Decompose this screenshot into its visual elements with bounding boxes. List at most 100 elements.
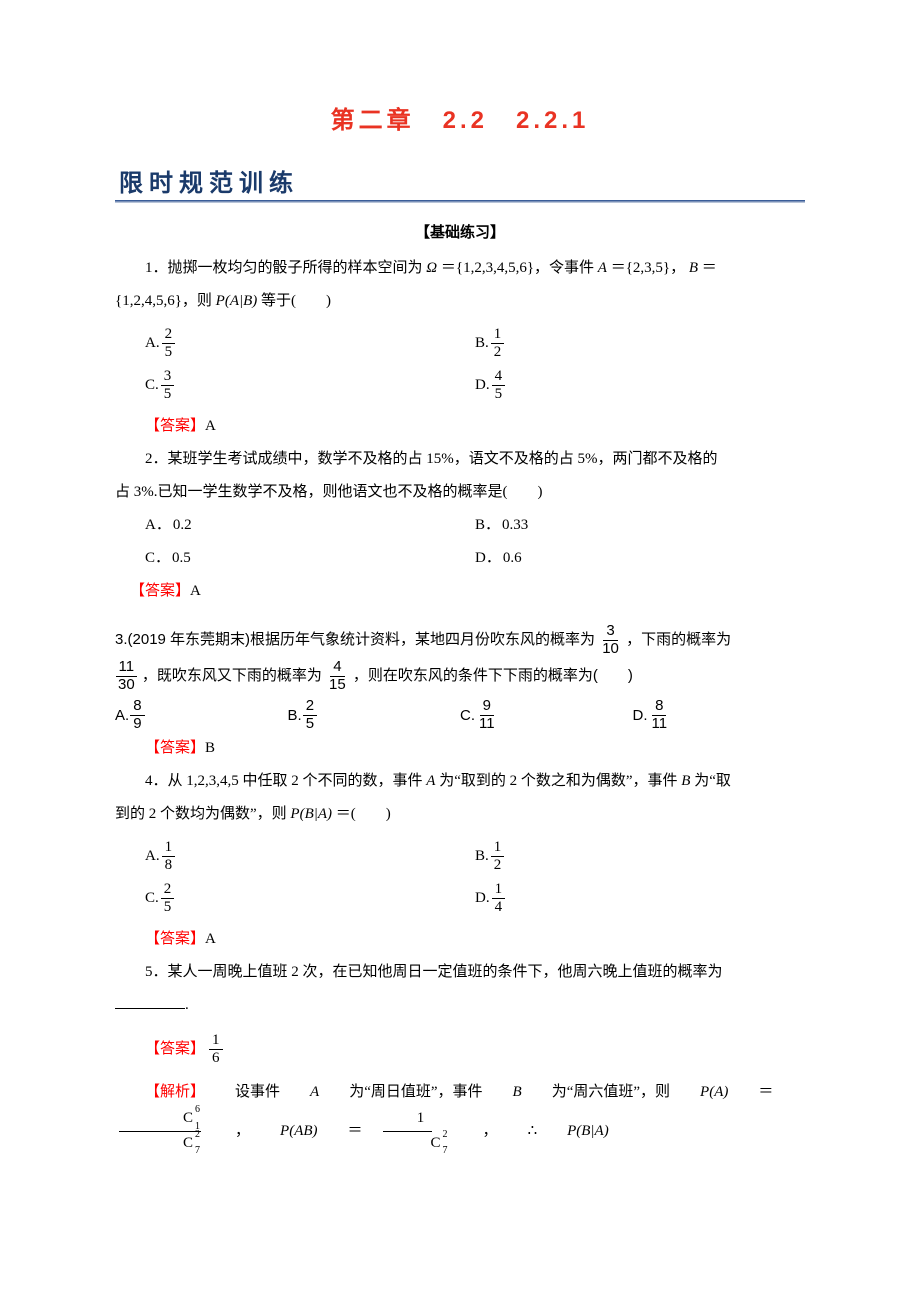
denominator: 9 — [130, 716, 144, 733]
q2-options-row2: C． 0.5 D． 0.6 — [145, 542, 805, 575]
q1-PAB: P(A|B) — [216, 293, 258, 309]
denominator: 6 — [209, 1050, 223, 1067]
fraction: 1 8 — [162, 839, 176, 873]
q1-option-A: A. 2 5 — [145, 326, 475, 360]
q4-l1c: 为“取 — [694, 773, 731, 789]
option-label: B. — [475, 327, 489, 360]
q4-options-row2: C. 2 5 D. 1 4 — [145, 881, 805, 915]
numerator: 1 — [492, 881, 506, 899]
denominator: C 2 7 — [367, 1132, 449, 1154]
q3-l1b: ，下雨的概率为 — [626, 631, 731, 648]
q4-PBA: P(B|A) — [290, 806, 332, 822]
fraction: 9 11 — [476, 698, 498, 732]
answer-tag: 【答案】 — [145, 418, 205, 434]
option-label: D. — [475, 369, 490, 402]
fraction: 2 5 — [162, 326, 176, 360]
q2-option-D: D． 0.6 — [475, 542, 805, 575]
q5-sol-c: 为“周六值班”，则 — [522, 1076, 670, 1109]
q4-stem-line1: 4．从 1,2,3,4,5 中任取 2 个不同的数，事件 A 为“取到的 2 个… — [115, 765, 805, 798]
q3-options: A. 8 9 B. 2 5 C. 9 11 — [115, 698, 805, 732]
q1-stem-line2: {1,2,4,5,6}，则 P(A|B) 等于( ) — [115, 285, 805, 318]
option-label: C． — [145, 542, 170, 575]
q5-A: A — [280, 1076, 319, 1109]
q4-option-C: C. 2 5 — [145, 881, 475, 915]
option-label: A. — [145, 840, 160, 873]
fraction: 1 2 — [491, 839, 505, 873]
q4-option-D: D. 1 4 — [475, 881, 805, 915]
fraction: 2 5 — [303, 698, 317, 732]
q3-line1: 3.(2019 年东莞期末)根据历年气象统计资料，某地四月份吹东风的概率为 3 … — [115, 622, 805, 658]
option-value: 0.5 — [172, 542, 191, 575]
q5-suffix: . — [185, 997, 189, 1013]
q2-stem-line2: 占 3%.已知一学生数学不及格，则他语文也不及格的概率是( ) — [115, 476, 805, 509]
q4-l2a: 到的 2 个数均为偶数”，则 — [115, 806, 287, 822]
q1-omega: Ω — [426, 260, 437, 276]
q5-PAB: P(AB) — [250, 1115, 317, 1148]
q3-l1a: 3.(2019 年东莞期末)根据历年气象统计资料，某地四月份吹东风的概率为 — [115, 631, 595, 648]
denominator: 15 — [326, 677, 349, 694]
q1-options-row2: C. 3 5 D. 4 5 — [145, 368, 805, 402]
q2-options-row1: A． 0.2 B． 0.33 — [145, 509, 805, 542]
q1-options-row1: A. 2 5 B. 1 2 — [145, 326, 805, 360]
q2-answer: 【答案】A — [130, 575, 805, 608]
answer-val: A — [190, 583, 201, 599]
fraction: 4 15 — [326, 659, 349, 693]
denominator: 5 — [492, 386, 506, 403]
q1-eq1: ＝{1,2,3,4,5,6}，令事件 — [441, 260, 594, 276]
comb-sub: 7 — [165, 1144, 200, 1157]
option-label: D. — [633, 707, 648, 724]
q3-option-B: B. 2 5 — [288, 698, 461, 732]
section-banner-text: 限时规范训练 — [115, 163, 805, 198]
option-value: 0.2 — [173, 509, 192, 542]
question-3: 3.(2019 年东莞期末)根据历年气象统计资料，某地四月份吹东风的概率为 3 … — [115, 622, 805, 765]
answer-val: A — [205, 418, 216, 434]
denominator: 2 — [491, 344, 505, 361]
q4-l1b: 为“取到的 2 个数之和为偶数”，事件 — [439, 773, 677, 789]
numerator: 1 — [491, 326, 505, 344]
q5-stem-line2: . — [115, 989, 805, 1022]
numerator: 3 — [603, 623, 617, 641]
q1-l2a: {1,2,4,5,6}，则 — [115, 293, 212, 309]
q5-answer: 【答案】 1 6 — [145, 1032, 805, 1066]
comb-sup: 6 — [165, 1103, 200, 1116]
q4-answer: 【答案】A — [115, 923, 805, 956]
q3-option-C: C. 9 11 — [460, 698, 633, 732]
numerator: 3 — [161, 368, 175, 386]
page: 第二章 2.2 2.2.1 限时规范训练 【基础练习】 1．抛掷一枚均匀的骰子所… — [0, 0, 920, 1193]
q3-l2b: ，则在吹东风的条件下下雨的概率为( ) — [353, 667, 633, 684]
denominator: 30 — [115, 677, 138, 694]
denominator: C 2 7 — [119, 1132, 201, 1154]
option-label: C. — [145, 369, 159, 402]
denominator: 5 — [303, 716, 317, 733]
q1-option-B: B. 1 2 — [475, 326, 805, 360]
comb-sup: 2 — [413, 1128, 448, 1141]
q5-solution: 【解析】 设事件 A 为“周日值班”，事件 B 为“周六值班”，则 P(A) ＝… — [115, 1076, 805, 1153]
option-label: D. — [475, 882, 490, 915]
option-label: D． — [475, 542, 501, 575]
answer-tag: 【答案】 — [145, 740, 205, 756]
option-label: C. — [460, 707, 475, 724]
option-value: 0.33 — [502, 509, 528, 542]
comb-sup: 2 — [165, 1128, 200, 1141]
q1-stem: 1．抛掷一枚均匀的骰子所得的样本空间为 Ω ＝{1,2,3,4,5,6}，令事件… — [115, 252, 805, 285]
eq-sign: ＝ — [318, 1115, 363, 1148]
answer-tag: 【答案】 — [145, 1033, 205, 1066]
q4-l2b: ＝( ) — [336, 806, 391, 822]
comma: ， — [205, 1115, 250, 1148]
q4-B: B — [681, 773, 690, 789]
q3-option-A: A. 8 9 — [115, 698, 288, 732]
fraction: 8 11 — [649, 698, 671, 732]
chapter-title: 第二章 2.2 2.2.1 — [115, 100, 805, 135]
q4-option-B: B. 1 2 — [475, 839, 805, 873]
option-label: A. — [115, 707, 129, 724]
denominator: 8 — [162, 857, 176, 874]
combination: C 6 1 — [153, 1109, 193, 1129]
q4-option-A: A. 1 8 — [145, 839, 475, 873]
numerator: 1 — [209, 1032, 223, 1050]
numerator: 2 — [162, 326, 176, 344]
q1-option-D: D. 4 5 — [475, 368, 805, 402]
fraction: 1 6 — [209, 1032, 223, 1066]
q1-B: B — [689, 260, 698, 276]
numerator: 1 — [162, 839, 176, 857]
section-banner-line — [115, 200, 805, 203]
